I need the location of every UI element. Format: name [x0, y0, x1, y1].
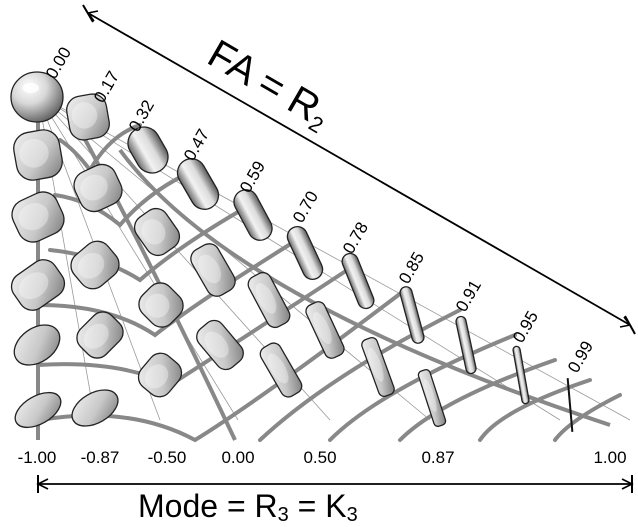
fa-value-label: 0.99 — [564, 338, 597, 376]
flat-glyph — [13, 129, 63, 181]
flat-glyph — [361, 337, 395, 397]
flat-glyph — [133, 207, 181, 257]
disk-glyph — [14, 391, 62, 429]
fa-value-label: 0.17 — [90, 68, 123, 106]
flat-glyph — [138, 282, 184, 328]
fa-value-label: 0.78 — [339, 219, 372, 257]
flat-glyph — [11, 191, 65, 243]
cyl-glyph — [455, 315, 477, 375]
flat-glyph — [76, 311, 124, 359]
flat-glyph — [66, 93, 110, 141]
fa-value-label: 0.95 — [509, 308, 542, 346]
mode-value-label: -0.50 — [148, 448, 187, 467]
fa-value-label: 0.00 — [42, 44, 75, 82]
cyl-glyph — [399, 286, 425, 344]
flat-glyph — [190, 243, 236, 297]
fa-value-label: 0.70 — [289, 188, 322, 226]
fa-axis-title: FA = R2 — [200, 32, 339, 139]
fa-value-label: 0.91 — [452, 277, 485, 315]
flat-glyph — [259, 342, 303, 398]
flat-glyph — [196, 319, 244, 371]
mode-value-labels: -1.00 -0.87 -0.50 0.00 0.50 0.87 1.00 — [18, 448, 627, 467]
cyl-glyph — [176, 158, 220, 210]
fa-contour-arc — [38, 233, 307, 338]
fa-value-label: 0.47 — [180, 126, 213, 164]
fa-axis-arrowhead-start — [86, 10, 99, 22]
cyl-glyph — [127, 126, 169, 174]
fa-contour-arc — [53, 168, 197, 228]
flat-glyph — [247, 271, 291, 329]
cyl-glyph — [286, 226, 324, 280]
mode-spoke — [118, 148, 611, 427]
flat-glyph — [73, 163, 123, 213]
mode-value-label: 0.50 — [303, 448, 336, 467]
glyph-field — [10, 71, 574, 432]
mode-value-label: -1.00 — [18, 448, 57, 467]
flat-glyph — [305, 301, 345, 359]
mode-axis-arrowhead-start — [36, 478, 49, 490]
fa-title-text: FA = R — [201, 32, 328, 131]
fa-axis-line — [87, 12, 631, 326]
mode-value-label: 0.87 — [421, 448, 454, 467]
mode-value-label: 0.00 — [221, 448, 254, 467]
flat-glyph — [137, 352, 183, 398]
fa-value-label: 0.85 — [395, 249, 428, 287]
cyl-glyph — [512, 345, 530, 405]
mode-value-label: 1.00 — [593, 448, 626, 467]
line-glyph — [566, 378, 574, 432]
fa-contour-arc — [258, 308, 462, 442]
svg-text:FA = R2: FA = R2 — [200, 32, 339, 139]
disk-glyph — [71, 389, 119, 427]
flat-glyph — [417, 369, 447, 427]
disk-glyph — [13, 324, 61, 366]
fa-contour-arc — [328, 333, 517, 442]
cyl-glyph — [341, 252, 375, 310]
flat-glyph — [70, 240, 120, 290]
mode-value-label: -0.87 — [81, 448, 120, 467]
fa-contour-arc — [553, 393, 622, 442]
fa-contour-arc — [398, 358, 557, 442]
sphere-glyph — [10, 71, 64, 123]
mode-axis-arrowhead-end — [621, 478, 634, 490]
mode-axis: -1.00 -0.87 -0.50 0.00 0.50 0.87 1.00 Mode = R… — [18, 448, 634, 526]
flat-glyph — [10, 259, 66, 311]
fa-contour-arc — [478, 378, 592, 442]
cyl-glyph — [233, 189, 273, 241]
mode-axis-title: Mode = R3 = K3 — [138, 488, 358, 526]
grid-guide-arcs — [36, 110, 622, 443]
fa-axis-arrowhead-end — [619, 316, 632, 328]
fa-value-label: 0.59 — [236, 158, 269, 196]
